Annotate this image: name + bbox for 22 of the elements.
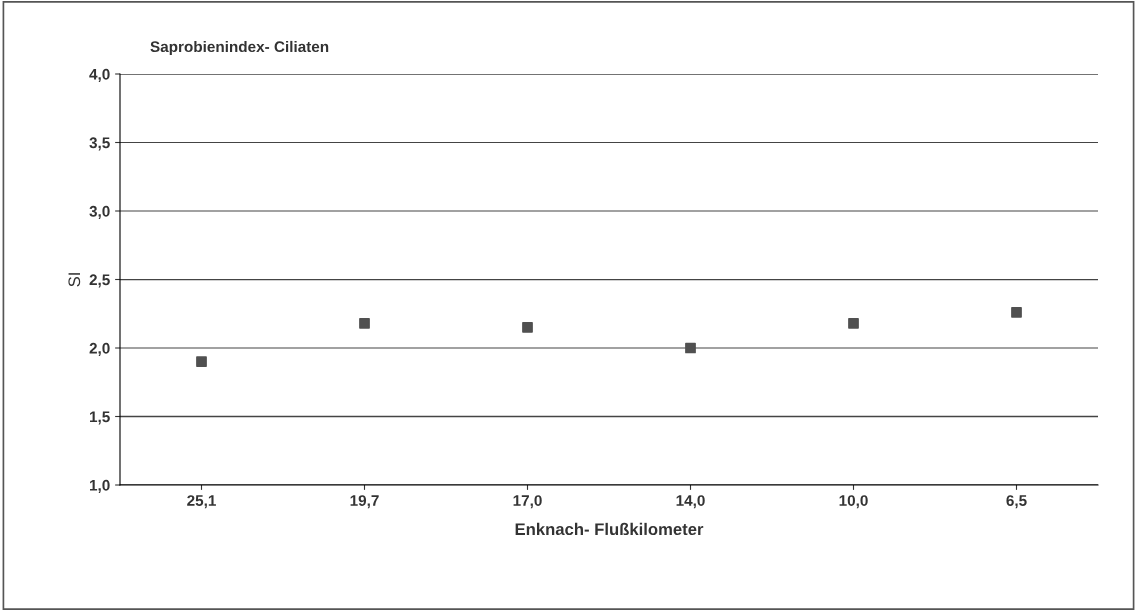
point [359, 317, 370, 329]
point [1011, 307, 1022, 318]
x-tick-label: 17,0 [513, 495, 542, 509]
x-tick-label: 19,7 [350, 495, 379, 509]
y-tick-label: 4,0 [89, 68, 110, 82]
y-tick-label: 2,5 [89, 274, 110, 288]
x-tick-label: 14,0 [676, 495, 705, 509]
x-tick-label: 10,0 [839, 495, 868, 509]
y-axis-title: SI [68, 273, 81, 287]
chart-title: Saprobienindex- Ciliaten [150, 40, 329, 56]
x-axis-title: Enknach- Flußkilometer [515, 522, 704, 536]
point [522, 322, 533, 333]
point [848, 317, 859, 329]
y-tick-label: 3,0 [89, 205, 110, 219]
x-tick-label: 25,1 [187, 495, 216, 509]
y-tick-label: 3,5 [89, 137, 110, 151]
y-tick-label: 1,0 [90, 479, 110, 493]
point [685, 342, 696, 354]
y-tick-label: 2,0 [89, 342, 110, 356]
y-tick-label: 1,5 [90, 411, 110, 425]
x-tick-label: 6,5 [1006, 495, 1027, 509]
point [196, 356, 207, 368]
